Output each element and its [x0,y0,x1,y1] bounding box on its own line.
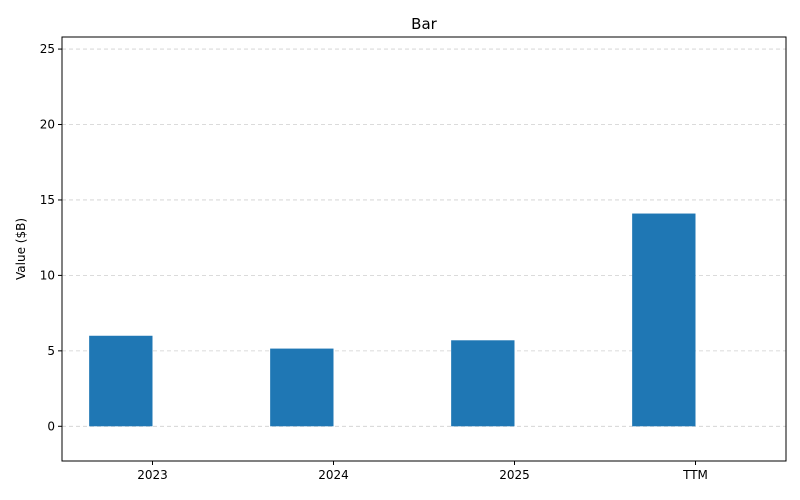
y-tick-label: 15 [40,193,55,207]
y-tick-label: 10 [40,268,55,282]
x-tick-label: TTM [682,468,708,482]
x-axis-ticks: 2023 2024 2025 TTM [137,461,708,482]
x-tick-label: 2025 [499,468,530,482]
bars [89,213,696,427]
bar-2024 [270,348,334,427]
x-tick-label: 2024 [318,468,349,482]
bar-2025 [451,340,515,427]
y-tick-label: 0 [47,419,55,433]
chart-title: Bar [411,15,437,33]
y-tick-label: 5 [47,344,55,358]
x-tick-label: 2023 [137,468,168,482]
bar-ttm [632,213,696,427]
y-axis-label: Value ($B) [14,218,28,280]
y-tick-label: 25 [40,42,55,56]
y-tick-label: 20 [40,118,55,132]
bar-2023 [89,335,153,427]
plot-frame [61,36,787,462]
y-axis-ticks: 0 5 10 15 20 25 [40,42,62,433]
